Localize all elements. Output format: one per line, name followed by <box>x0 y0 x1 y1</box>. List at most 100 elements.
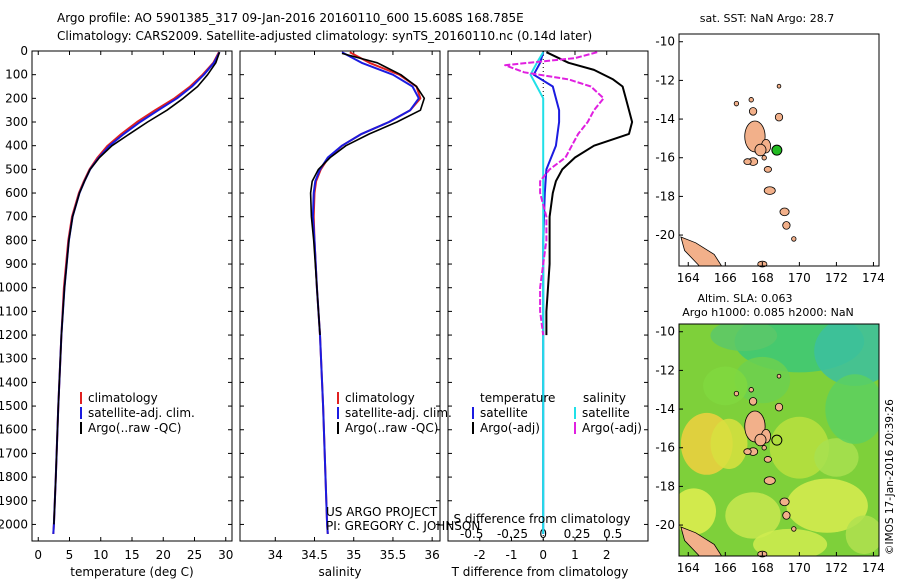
temperature-panel: 0 5 10 15 20 25 30 <box>32 50 233 562</box>
depth-tick-label: 400 <box>5 139 28 153</box>
x-tick-label: 0 <box>34 548 42 562</box>
map-y-tick-label: -10 <box>655 325 675 339</box>
sla-field <box>679 324 879 556</box>
temperature-legend: climatology satellite-adj. clim. Argo(..… <box>80 391 195 435</box>
depth-tick-label: 1900 <box>0 494 28 508</box>
depth-tick-label: 1600 <box>0 423 28 437</box>
x-tick-label: -1 <box>506 548 518 562</box>
sla-anomaly <box>734 356 791 404</box>
series-line-argo-adj- <box>545 51 634 336</box>
map-y-tick-label: -12 <box>655 73 675 87</box>
x-tick-label: 35 <box>346 548 361 562</box>
depth-tick-label: 1800 <box>0 470 28 484</box>
island <box>774 112 784 122</box>
island <box>779 497 790 507</box>
island <box>733 390 740 397</box>
map-x-tick-label: 164 <box>677 271 700 285</box>
depth-tick-label: 700 <box>5 210 28 224</box>
difference-panel: -2 -1 0 1 2 -0.5 -0.25 0 0.25 0.5 <box>448 50 648 562</box>
legend-heading-salinity: salinity <box>583 391 626 405</box>
island <box>782 221 791 230</box>
s-difference-xlabel: S difference from climatology <box>454 512 631 526</box>
map-x-tick-label: 168 <box>751 271 774 285</box>
map-y-tick-label: -20 <box>655 228 675 242</box>
depth-tick-label: 100 <box>5 68 28 82</box>
island <box>761 445 767 451</box>
x-tick-label: 0 <box>539 548 547 562</box>
depth-tick-label: 500 <box>5 162 28 176</box>
legend-label-argo: Argo(..raw -QC) <box>88 421 181 435</box>
depth-tick-label: 1200 <box>0 328 28 342</box>
series-line-satellite-adj-clim- <box>311 51 420 534</box>
island <box>754 433 767 447</box>
sla-anomaly <box>845 515 879 555</box>
sla-anomaly <box>786 478 868 533</box>
sst-map: 164 166 168 170 172 174 -10 -12 -14 -16 -18 -20 <box>655 33 885 285</box>
x-tick-label: 5 <box>66 548 74 562</box>
map-x-tick-label: 164 <box>677 561 700 575</box>
map-x-tick-label: 166 <box>714 271 737 285</box>
depth-tick-label: 1000 <box>0 281 28 295</box>
island <box>763 456 772 463</box>
map-frame <box>678 323 880 557</box>
sla-anomaly <box>753 528 828 556</box>
imos-stamp: ©IMOS 17-Jan-2016 20:39:26 <box>884 399 896 555</box>
map-y-tick-label: -14 <box>655 112 675 126</box>
map-x-tick-label: 168 <box>751 561 774 575</box>
salinity-panel: 34 34.5 35 35.5 36 <box>240 50 440 562</box>
island <box>791 236 797 242</box>
salinity-panel-frame <box>239 50 441 542</box>
argo-position-marker <box>771 144 783 156</box>
sla-anomaly <box>703 366 748 406</box>
depth-tick-label: 1400 <box>0 375 28 389</box>
x-tick-label: 34.5 <box>301 548 328 562</box>
island <box>743 448 752 455</box>
map-y-tick-label: -16 <box>655 151 675 165</box>
legend-label-s-argo: Argo(-adj) <box>582 421 642 435</box>
series-line-satellite <box>529 51 545 534</box>
x-tick-label: 15 <box>124 548 139 562</box>
island <box>748 397 758 406</box>
depth-tick-label: 1300 <box>0 352 28 366</box>
legend-label-satellite: satellite-adj. clim. <box>88 406 195 420</box>
island <box>774 402 784 412</box>
x-tick-label: 20 <box>156 548 171 562</box>
depth-tick-label: 800 <box>5 233 28 247</box>
depth-tick-label: 0 <box>20 44 28 58</box>
legend-label-argo: Argo(..raw -QC) <box>345 421 438 435</box>
island <box>743 158 752 165</box>
x-tick-label: 2 <box>603 548 611 562</box>
depth-tick-label: 600 <box>5 186 28 200</box>
sla-anomaly <box>710 324 778 352</box>
map-y-tick-label: -16 <box>655 441 675 455</box>
map-x-tick-label: 170 <box>788 561 811 575</box>
map-x-tick-label: 174 <box>862 561 885 575</box>
s-tick-label: -0.5 <box>460 527 483 541</box>
series-line-argo-raw-qc- <box>53 51 221 525</box>
sla-anomaly <box>814 324 879 386</box>
island <box>763 476 776 485</box>
map-x-tick-label: 170 <box>788 271 811 285</box>
map-y-tick-label: -10 <box>655 35 675 49</box>
temperature-xlabel: temperature (deg C) <box>70 565 193 579</box>
depth-tick-label: 200 <box>5 91 28 105</box>
island <box>748 107 758 116</box>
x-tick-label: 35.5 <box>380 548 407 562</box>
x-tick-label: 34 <box>268 548 283 562</box>
difference-legend: temperature satellite Argo(-adj) salinit… <box>472 391 642 435</box>
island <box>776 83 782 89</box>
depth-tick-label: 2000 <box>0 517 28 531</box>
island <box>776 373 782 379</box>
legend-label-satellite: satellite-adj. clim. <box>345 406 452 420</box>
island <box>763 166 772 173</box>
island <box>748 387 754 393</box>
sla-anomaly <box>769 416 829 479</box>
salinity-xlabel: salinity <box>318 565 361 579</box>
s-tick-label: 0.5 <box>603 527 622 541</box>
island <box>754 143 767 157</box>
sla-map-title2: Argo h1000: 0.085 h2000: NaN <box>682 306 854 319</box>
x-tick-label: 1 <box>571 548 579 562</box>
salinity-legend: climatology satellite-adj. clim. Argo(..… <box>337 391 452 435</box>
map-y-tick-label: -14 <box>655 402 675 416</box>
